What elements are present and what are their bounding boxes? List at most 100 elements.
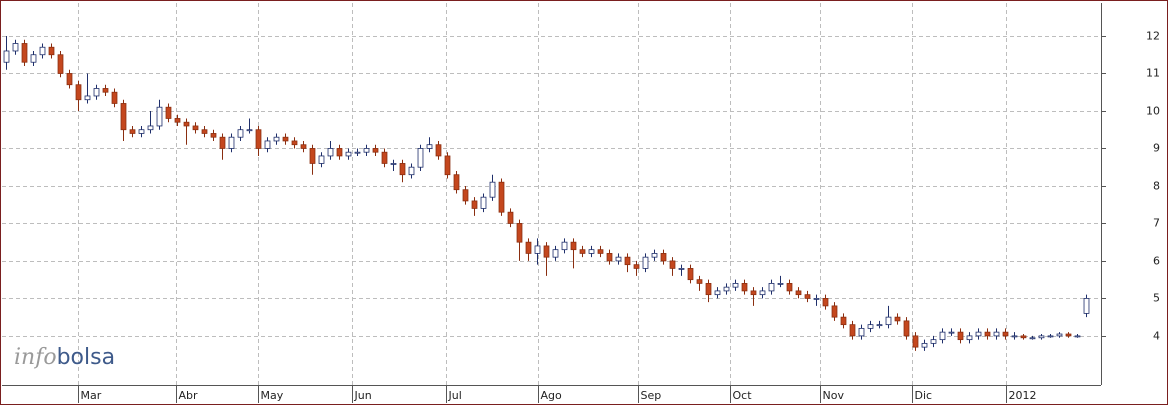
candle-body — [372, 148, 379, 153]
candle-body — [246, 129, 253, 132]
candle-body — [777, 283, 784, 285]
candle-body — [642, 256, 649, 269]
candle-body — [912, 335, 919, 348]
candle-body — [138, 129, 145, 134]
watermark: infobolsa — [14, 345, 115, 370]
candle-body — [660, 253, 667, 262]
candle-body — [345, 151, 352, 157]
candle-body — [66, 73, 73, 86]
candle-body — [1056, 333, 1063, 337]
candle-body — [723, 286, 730, 292]
candle-body — [732, 283, 739, 288]
candle-body — [480, 196, 487, 209]
candle-body — [849, 324, 856, 337]
candle-body — [282, 136, 289, 142]
x-tick-label: Nov — [823, 389, 845, 402]
candle-body — [21, 43, 28, 63]
candle-body — [408, 166, 415, 176]
candle-body — [705, 283, 712, 296]
candle-body — [3, 50, 10, 63]
candle-body — [597, 249, 604, 254]
x-tick-label: Jul — [448, 389, 462, 402]
candle-body — [102, 88, 109, 93]
candle-body — [543, 245, 550, 258]
y-tick-label: 7 — [1153, 217, 1160, 230]
candle-body — [1020, 335, 1027, 339]
x-tick-label: Ago — [541, 389, 563, 402]
candle-body — [525, 241, 532, 254]
candle-body — [489, 181, 496, 198]
candle-body — [579, 249, 586, 254]
candle-body — [156, 106, 163, 127]
candle-body — [318, 155, 325, 164]
x-tick-label: 2012 — [1009, 389, 1037, 402]
candle-body — [291, 140, 298, 146]
candle-body — [615, 256, 622, 262]
candle-body — [453, 174, 460, 191]
candle-body — [948, 331, 955, 334]
candle-body — [867, 324, 874, 329]
candle-body — [255, 129, 262, 149]
candle-body — [804, 294, 811, 299]
candle-body — [822, 298, 829, 307]
candle-body — [57, 54, 64, 74]
candle-body — [381, 151, 388, 164]
candle-body — [93, 88, 100, 97]
watermark-part: bolsa — [57, 345, 115, 370]
candle-body — [273, 136, 280, 142]
candle-body — [237, 129, 244, 138]
candle-body — [426, 144, 433, 149]
x-tick-label: Dic — [915, 389, 933, 402]
candle-body — [84, 95, 91, 101]
candle-body — [264, 140, 271, 149]
candle-body — [714, 290, 721, 296]
candle-body — [651, 253, 658, 258]
candle-body — [363, 148, 370, 153]
x-tick-label: Mar — [81, 389, 102, 402]
y-tick-label: 6 — [1153, 255, 1160, 268]
candle-body — [894, 316, 901, 322]
candle-body — [516, 223, 523, 243]
grid — [2, 3, 1101, 385]
candle-body — [174, 118, 181, 123]
y-tick-label: 12 — [1146, 30, 1160, 43]
candle-body — [903, 320, 910, 337]
candle-body — [1011, 335, 1018, 338]
candle-body — [183, 121, 190, 127]
candle-body — [1002, 331, 1009, 337]
candle-body — [498, 181, 505, 213]
candle-body — [48, 46, 55, 56]
candle-body — [534, 245, 541, 254]
candle-body — [759, 290, 766, 296]
candle-body — [606, 253, 613, 262]
candle-body — [570, 241, 577, 251]
candle-body — [813, 298, 820, 300]
x-tick-label: Sep — [641, 389, 662, 402]
candle-body — [1029, 337, 1036, 340]
candle-body — [930, 339, 937, 344]
candle-body — [111, 91, 118, 104]
candle-body — [552, 249, 559, 258]
candle-body — [300, 144, 307, 149]
candle-body — [795, 290, 802, 296]
candle-body — [984, 331, 991, 337]
candle-body — [390, 163, 397, 165]
candle-body — [327, 148, 334, 157]
candle-body — [12, 43, 19, 52]
candle-body — [210, 133, 217, 138]
x-tick-label: Oct — [733, 389, 753, 402]
candle-body — [921, 342, 928, 348]
candle-body — [336, 148, 343, 157]
candle-body — [786, 283, 793, 292]
candle-body — [147, 125, 154, 131]
candle-body — [939, 331, 946, 341]
x-tick-label: Abr — [179, 389, 199, 402]
candle-body — [201, 129, 208, 134]
candle-body — [228, 136, 235, 149]
candle-body — [444, 155, 451, 176]
candle-body — [309, 148, 316, 164]
y-tick-label: 11 — [1146, 67, 1160, 80]
candle-body — [399, 163, 406, 176]
